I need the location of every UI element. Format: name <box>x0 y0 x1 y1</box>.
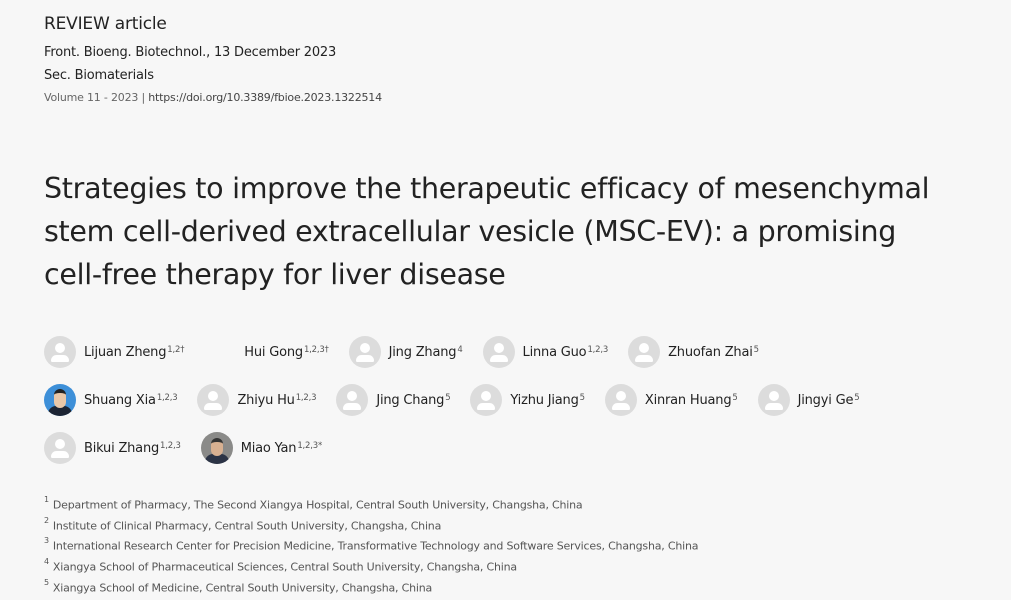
author-name: Yizhu Jiang <box>510 392 579 408</box>
journal-date: Front. Bioeng. Biotechnol., 13 December … <box>44 45 337 60</box>
doi-link[interactable]: https://doi.org/10.3389/fbioe.2023.13225… <box>148 91 382 104</box>
avatar-placeholder-icon <box>348 336 381 368</box>
author-link[interactable]: Jing Zhang 4 <box>348 336 463 368</box>
author-link[interactable]: Jing Chang 5 <box>336 384 451 416</box>
avatar-placeholder-icon <box>628 336 661 368</box>
avatar-placeholder-icon <box>482 336 515 368</box>
affiliation-number: 4 <box>44 556 49 566</box>
author-name: Jing Chang <box>376 392 445 408</box>
author-affiliation-marks: 1,2,3 <box>156 393 178 403</box>
affiliation-item: 5 Xiangya School of Medicine, Central Sou… <box>44 576 698 597</box>
author-link[interactable]: Miao Yan 1,2,3* <box>200 432 323 464</box>
author-name: Jing Zhang <box>388 344 457 360</box>
affiliation-text: International Research Center for Precis… <box>52 539 699 553</box>
author-link[interactable]: Zhuofan Zhai 5 <box>628 336 759 368</box>
author-affiliation-marks: 5 <box>753 345 759 355</box>
author-list: Lijuan Zheng 1,2† Hui Gong 1,2,3† Jing Zhang… <box>44 336 944 480</box>
author-affiliation-marks: 1,2,3* <box>297 441 323 451</box>
affiliation-text: Xiangya School of Pharmaceutical Science… <box>52 560 517 574</box>
author-name: Hui Gong <box>244 344 303 360</box>
avatar-placeholder-icon <box>44 336 76 368</box>
affiliation-item: 4 Xiangya School of Pharmaceutical Scienc… <box>44 555 698 576</box>
author-link[interactable]: Yizhu Jiang 5 <box>470 384 585 416</box>
author-name: Xinran Huang <box>644 392 732 408</box>
affiliation-number: 5 <box>44 577 49 587</box>
author-name: Zhuofan Zhai <box>668 344 753 360</box>
affiliation-number: 1 <box>44 495 49 504</box>
author-affiliation-marks: 1,2,3 <box>160 441 181 451</box>
avatar-placeholder-icon <box>604 384 637 416</box>
author-name: Linna Guo <box>522 344 587 360</box>
article-type: REVIEW article <box>44 14 167 34</box>
author-link[interactable]: Shuang Xia 1,2,3 <box>44 384 178 416</box>
avatar-placeholder-icon <box>44 432 76 464</box>
author-affiliation-marks: 5 <box>579 393 585 403</box>
author-affiliation-marks: 5 <box>445 393 451 403</box>
affiliation-number: 2 <box>44 515 49 525</box>
avatar-placeholder-icon <box>197 384 230 416</box>
affiliation-text: Institute of Clinical Pharmacy, Central … <box>52 519 442 533</box>
author-affiliation-marks: 4 <box>457 345 463 355</box>
avatar-placeholder-icon <box>470 384 503 416</box>
author-row: Lijuan Zheng 1,2† Hui Gong 1,2,3† Jing Zhang… <box>44 336 944 368</box>
volume-line: Volume 11 - 2023 | https://doi.org/10.33… <box>44 91 382 104</box>
author-affiliation-marks: 1,2,3 <box>587 345 609 355</box>
author-row: Bikui Zhang 1,2,3 Miao Yan 1,2,3* <box>44 432 944 464</box>
author-photo <box>200 432 233 464</box>
author-link[interactable]: Jingyi Ge 5 <box>757 384 860 416</box>
volume: Volume 11 - 2023 <box>44 91 139 104</box>
author-name: Jingyi Ge <box>797 392 854 408</box>
affiliations: 1 Department of Pharmacy, The Second Xian… <box>44 493 698 596</box>
author-link[interactable]: Zhiyu Hu 1,2,3 <box>197 384 317 416</box>
author-affiliation-marks: 1,2,3† <box>303 345 329 355</box>
affiliation-text: Xiangya School of Medicine, Central Sout… <box>52 581 433 595</box>
author-name: Zhiyu Hu <box>237 392 295 408</box>
affiliation-item: 2 Institute of Clinical Pharmacy, Central… <box>44 514 698 535</box>
affiliation-number: 3 <box>44 536 49 546</box>
author-link[interactable]: Linna Guo 1,2,3 <box>482 336 609 368</box>
separator: | <box>141 91 145 104</box>
author-name: Shuang Xia <box>84 392 156 408</box>
avatar-placeholder-icon <box>757 384 790 416</box>
article-header: REVIEW article Front. Bioeng. Biotechnol… <box>44 14 382 104</box>
author-link[interactable]: Hui Gong 1,2,3† <box>204 336 329 368</box>
affiliation-item: 3 International Research Center for Preci… <box>44 534 698 555</box>
article-title: Strategies to improve the therapeutic ef… <box>44 172 930 291</box>
author-link[interactable]: Bikui Zhang 1,2,3 <box>44 432 181 464</box>
author-link[interactable]: Xinran Huang 5 <box>604 384 738 416</box>
author-name: Lijuan Zheng <box>84 344 167 360</box>
author-photo <box>44 384 76 416</box>
avatar-placeholder-icon <box>336 384 369 416</box>
author-name: Bikui Zhang <box>84 440 160 456</box>
author-affiliation-marks: 5 <box>854 393 860 403</box>
author-affiliation-marks: 1,2† <box>167 345 185 355</box>
author-affiliation-marks: 1,2,3 <box>295 393 317 403</box>
author-name: Miao Yan <box>240 440 297 456</box>
section-link[interactable]: Sec. Biomaterials <box>44 68 154 83</box>
affiliation-text: Department of Pharmacy, The Second Xiang… <box>52 498 583 512</box>
author-row: Shuang Xia 1,2,3 Zhiyu Hu 1,2,3 Jing Chang 5 Y… <box>44 384 944 416</box>
author-link[interactable]: Lijuan Zheng 1,2† <box>44 336 184 368</box>
affiliation-item: 1 Department of Pharmacy, The Second Xian… <box>44 493 698 514</box>
author-affiliation-marks: 5 <box>732 393 738 403</box>
